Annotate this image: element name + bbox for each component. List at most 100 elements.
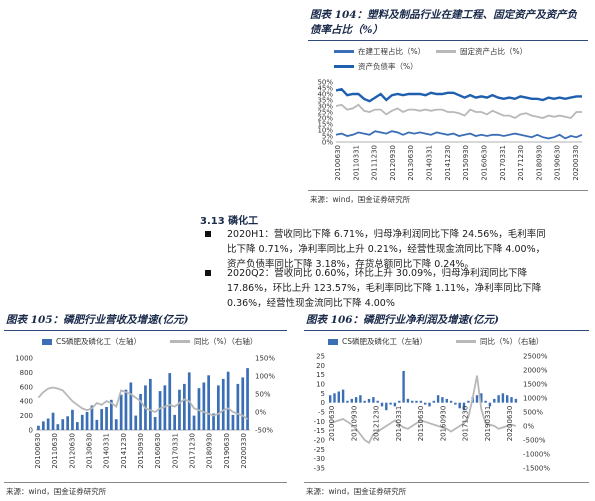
fig106-bar: [467, 400, 470, 403]
fig105-bar: [85, 412, 89, 430]
fig104-ytick-label: 35%: [317, 97, 333, 105]
fig105-xtick-label: 20130630: [86, 433, 94, 469]
legend-label: 同比（%）（右轴）: [194, 337, 258, 346]
fig106-bar: [354, 397, 358, 403]
fig104-xtick-label: 20120930: [389, 145, 397, 181]
fig105-bar: [105, 407, 108, 430]
fig105-chart: 0 200 400 600 800 1000 -50% 0% 50% 100% 150% 201006…: [15, 355, 275, 469]
fig106-ytick-left: -25: [314, 446, 325, 454]
fig105-bar: [231, 414, 235, 430]
fig106-bar: [488, 402, 492, 407]
legend-swatch: [334, 65, 354, 68]
legend-label: CS磷肥及磷化工（左轴）: [56, 337, 141, 346]
bullet-h1-line1: 2020H1：营收同比下降 6.71%，归母净利润同比下降 24.56%，毛利率…: [227, 229, 546, 240]
fig105-bar: [202, 382, 206, 430]
fig105-bar: [236, 383, 240, 430]
fig106-bar: [411, 400, 414, 403]
fig106-bar: [337, 391, 340, 403]
fig106-ytick-left: -35: [314, 465, 325, 473]
fig105-bar: [71, 409, 74, 430]
fig104-line-fixed: [335, 103, 582, 120]
fig106-ytick-left: -5: [318, 409, 325, 417]
fig105-bar: [129, 382, 133, 430]
fig105-xtick-label: 20160630: [154, 433, 162, 469]
fig105-bar: [139, 394, 142, 430]
fig106-bar: [432, 400, 435, 403]
fig105-bar: [178, 389, 181, 430]
bullet-marker: [205, 270, 211, 276]
fig104-xtick-label: 20141230: [444, 145, 452, 181]
fig105-ytick-right: 150%: [255, 355, 275, 363]
fig105-bar: [168, 373, 172, 430]
fig106-ytick-right: 1000%: [523, 395, 548, 403]
fig106-bar: [510, 397, 513, 403]
bullet-q2-line1: 2020Q2：营收同比 0.60%，环比上升 30.09%，归母净利润同比下降: [227, 268, 528, 279]
fig104-ytick-label: 30%: [317, 103, 333, 111]
fig106-bar: [398, 400, 401, 403]
fig105-bar: [110, 399, 113, 430]
fig105-ytick-left: 600: [20, 383, 33, 391]
fig106-bar: [346, 400, 349, 403]
fig106-bar: [419, 400, 423, 403]
fig106-ytick-right: -1000%: [523, 451, 550, 459]
fig106-ytick-right: 1500%: [523, 381, 548, 389]
fig106-bar: [449, 400, 453, 403]
fig106-xtick-label: 20140331: [395, 406, 403, 442]
fig105-xtick-label: 20190630: [223, 433, 231, 469]
fig106-xtick-label: 20110930: [350, 406, 358, 442]
fig106-bar: [380, 402, 384, 407]
fig105-ytick-left: 0: [29, 427, 33, 435]
fig106-ytick-left: 10: [316, 381, 325, 389]
fig104-ytick-label: 10%: [317, 127, 333, 135]
fig106-xtick-label: 20171230: [462, 406, 470, 442]
legend-label: 在建工程占比（%）: [358, 47, 426, 56]
fig105-bar: [207, 375, 210, 430]
fig106-bar: [415, 400, 418, 403]
fig105-xtick-label: 20120630: [68, 433, 76, 469]
fig104-xtick-label: 20110331: [352, 145, 360, 181]
fig105-bar: [61, 419, 65, 430]
legend-swatch: [42, 338, 52, 345]
fig105-ytick-left: 400: [20, 398, 33, 406]
fig106-bar: [454, 402, 457, 405]
bullet-q2-line2: 17.86%，环比上升 123.57%，毛利率同比下降 1.11%，净利率同比下…: [227, 283, 542, 294]
fig104-ytick-label: 15%: [317, 121, 333, 129]
fig105-bar: [183, 383, 186, 430]
fig105-xtick-label: 20110630: [51, 433, 59, 469]
fig105-bar: [197, 388, 201, 430]
fig104-legend-fixed: 固定资产占比（%）: [436, 46, 527, 57]
legend-label: 资产负债率（%）: [358, 62, 418, 71]
fig104-xtick-label: 20171230: [517, 145, 525, 181]
fig105-bar: [100, 409, 103, 430]
fig105-xtick-label: 20170331: [171, 433, 179, 469]
fig106-ytick-right: -1500%: [523, 465, 550, 473]
fig106-ytick-right: -500%: [523, 437, 546, 445]
fig106-bar: [402, 370, 405, 403]
fig106-ytick-left: 0: [321, 399, 325, 407]
fig104-legend-debt: 资产负债率（%）: [334, 61, 418, 72]
fig104-ytick-label: 20%: [317, 115, 333, 123]
fig106-legend-profit: CS磷肥及磷化工（左轴）: [328, 336, 427, 347]
fig106-bottom-rule: [304, 482, 589, 483]
fig105-ytick-left: 800: [20, 369, 33, 377]
fig106-bar: [376, 400, 379, 403]
fig106-ytick-left: -10: [314, 418, 325, 426]
legend-label: 同比（%）（右轴）: [480, 337, 544, 346]
fig106-bar: [475, 395, 479, 403]
fig106-bar: [367, 398, 371, 403]
fig106-bar: [393, 402, 397, 407]
fig105-xtick-label: 20200330: [240, 433, 248, 469]
fig105-bar: [212, 413, 215, 430]
fig106-bar: [480, 393, 483, 403]
fig105-xtick-label: 20150930: [137, 433, 145, 469]
fig106-xtick-label: 20160930: [439, 406, 447, 442]
fig104-xtick-label: 20111230: [371, 145, 379, 181]
fig104-xtick-label: 20190630: [554, 145, 562, 181]
fig105-ytick-right: 100%: [255, 373, 275, 381]
fig106-bar: [436, 395, 440, 403]
fig105-yoy-line: [37, 386, 249, 420]
bullet-marker: [205, 231, 211, 237]
fig106-bar: [506, 395, 509, 403]
fig104-title: 图表 104：塑料及制品行业在建工程、固定资产及资产负 债率占比（%）: [310, 8, 590, 38]
